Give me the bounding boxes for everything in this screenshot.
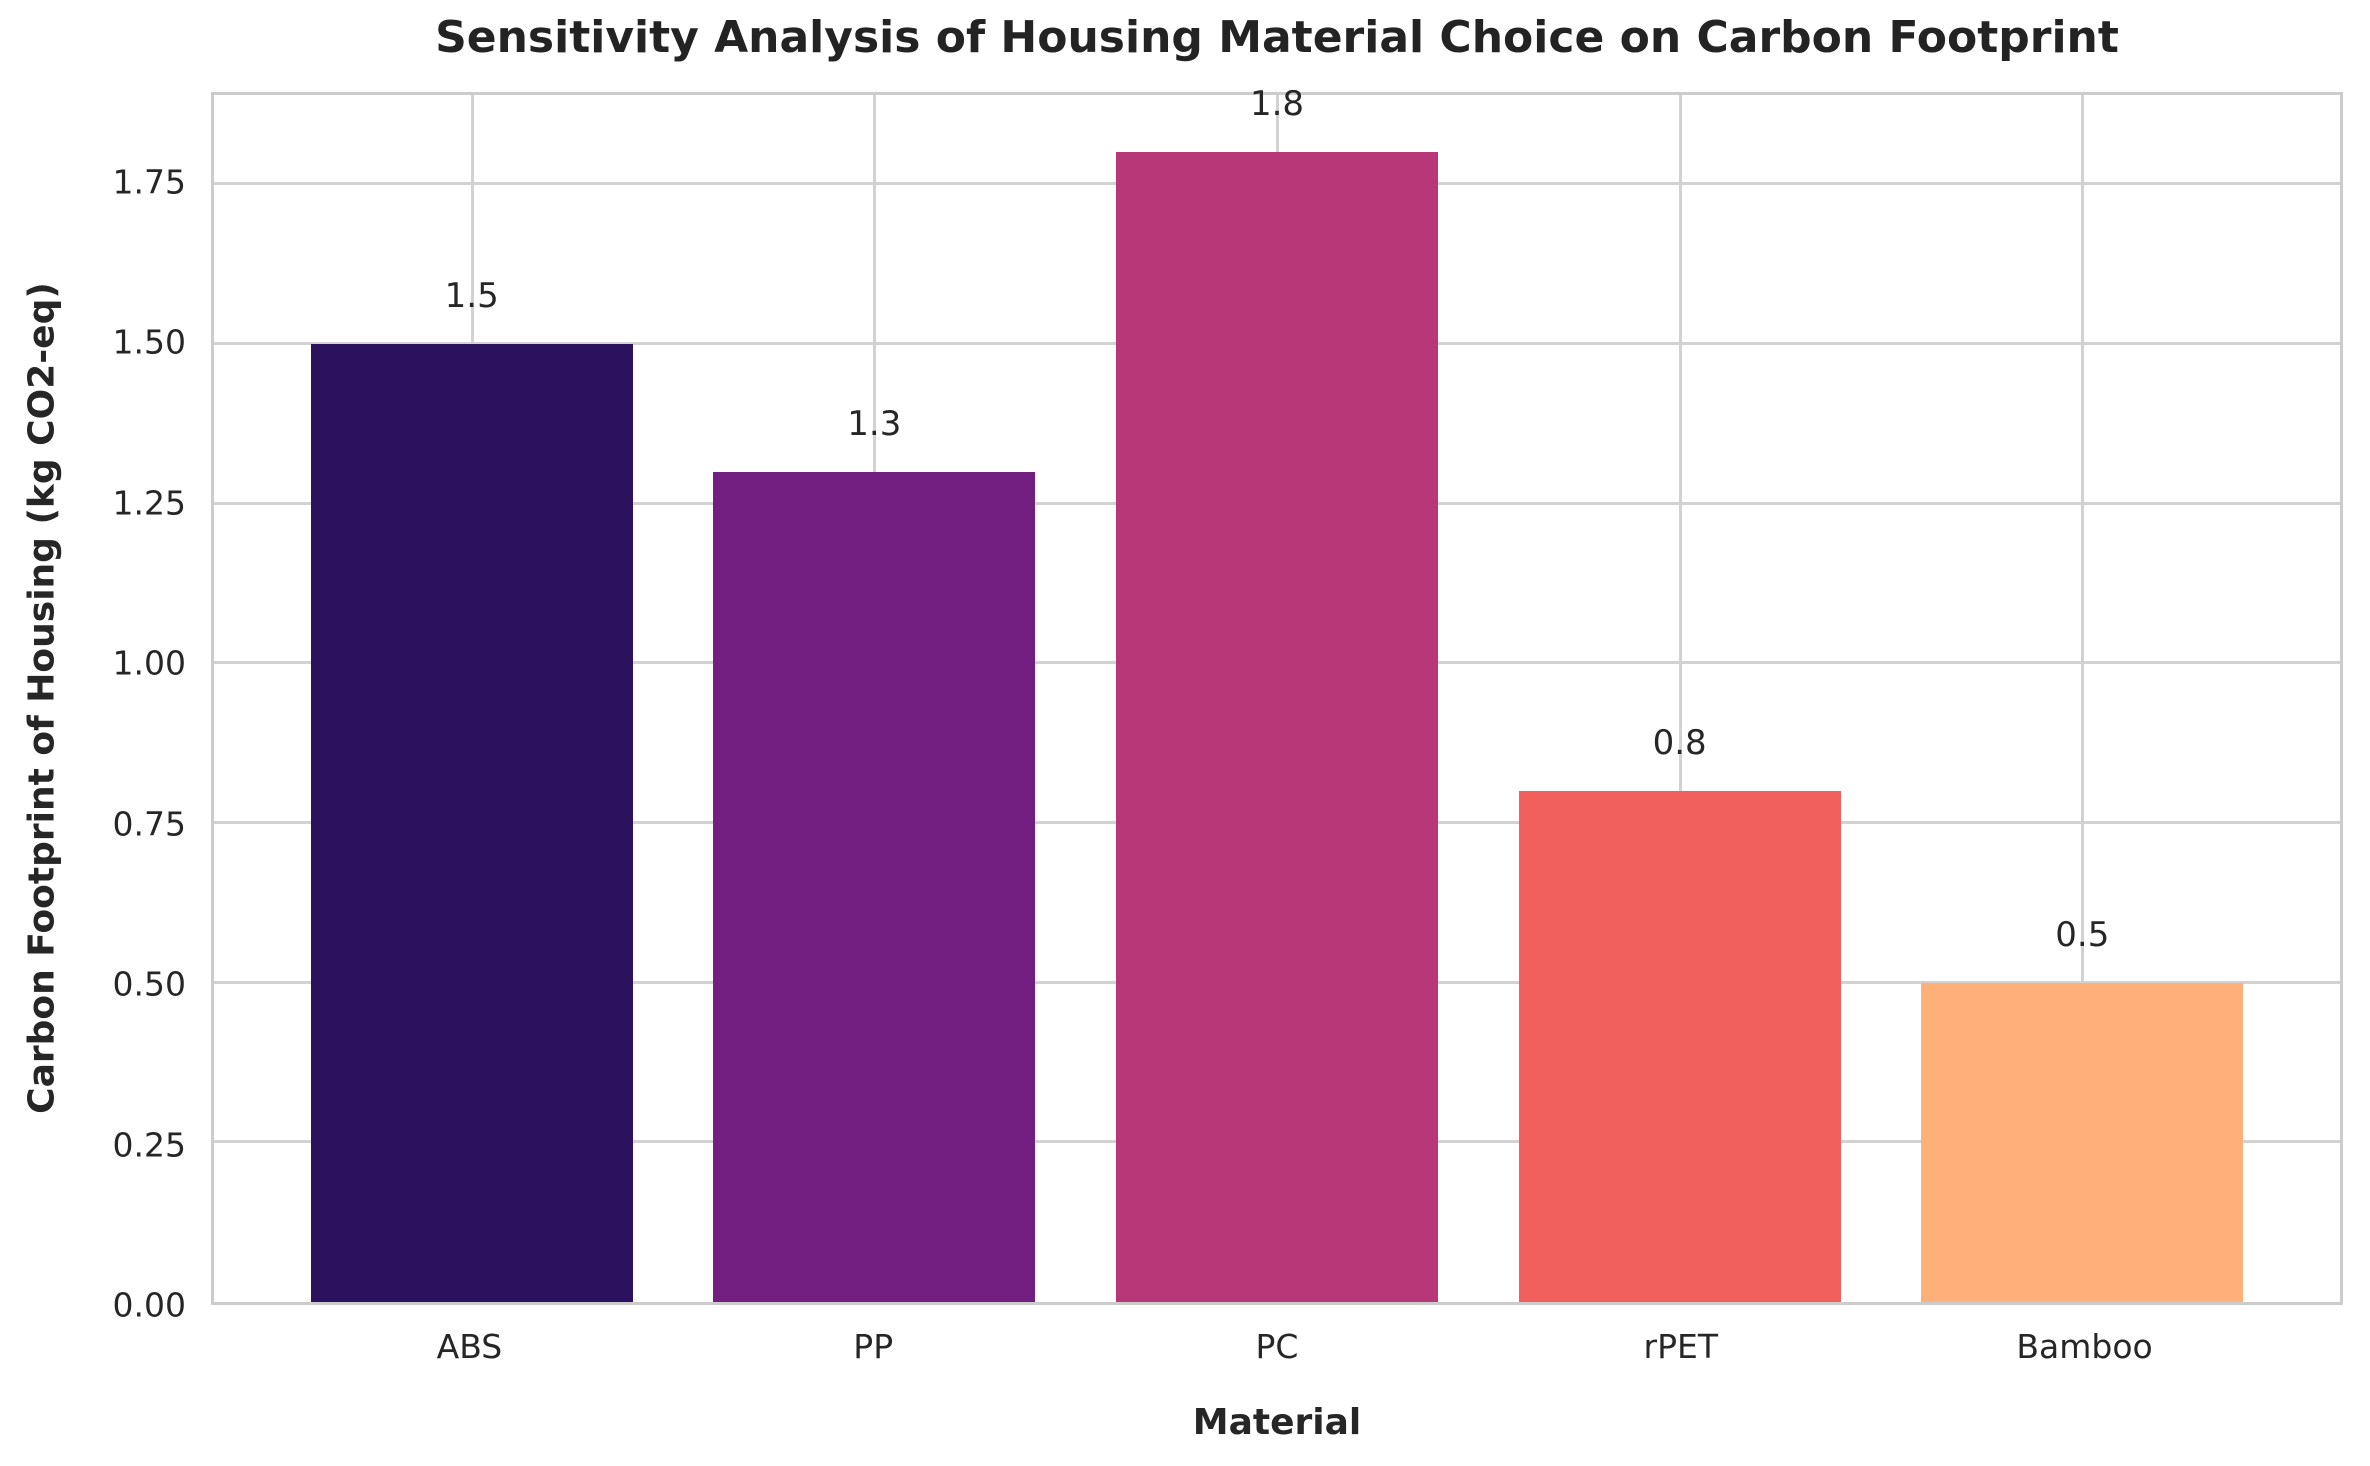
bar-value-label: 1.8 [1249, 84, 1305, 125]
x-tick-label-PP: PP [853, 1327, 894, 1366]
bar-Bamboo [1921, 982, 2244, 1302]
x-tick-label-PC: PC [1255, 1327, 1299, 1366]
gridline-vertical [1678, 95, 1682, 1302]
bar-PP [713, 471, 1036, 1302]
bar-value-label: 0.5 [2055, 914, 2110, 955]
gridline-vertical [2081, 95, 2085, 1302]
y-tick-label: 1.50 [112, 322, 186, 362]
x-axis-label: Material [1192, 1402, 1362, 1443]
y-tick-label: 1.25 [112, 483, 186, 523]
y-tick-label: 0.25 [112, 1125, 186, 1165]
y-tick-label: 0.50 [112, 964, 186, 1004]
y-tick-label: 1.00 [112, 643, 186, 683]
plot-area: 1.5 1.3 1.8 0.8 0.5 [211, 84, 2343, 1305]
bar-value-label: 1.5 [444, 276, 499, 317]
x-tick-label-ABS: ABS [436, 1327, 503, 1366]
y-tick-label: 1.75 [112, 162, 186, 202]
bar-value-label: 0.8 [1652, 723, 1707, 764]
x-tick-label-Bamboo: Bamboo [2016, 1327, 2153, 1366]
y-tick-label: 0.75 [112, 804, 186, 844]
y-tick-label: 0.00 [112, 1285, 186, 1325]
bar-value-label: 1.3 [847, 403, 902, 444]
bar-rPET [1518, 791, 1841, 1302]
x-tick-label-rPET: rPET [1643, 1327, 1719, 1366]
bar-PC [1115, 152, 1439, 1302]
chart-title: Sensitivity Analysis of Housing Material… [435, 12, 2119, 63]
bar-ABS [310, 344, 633, 1302]
